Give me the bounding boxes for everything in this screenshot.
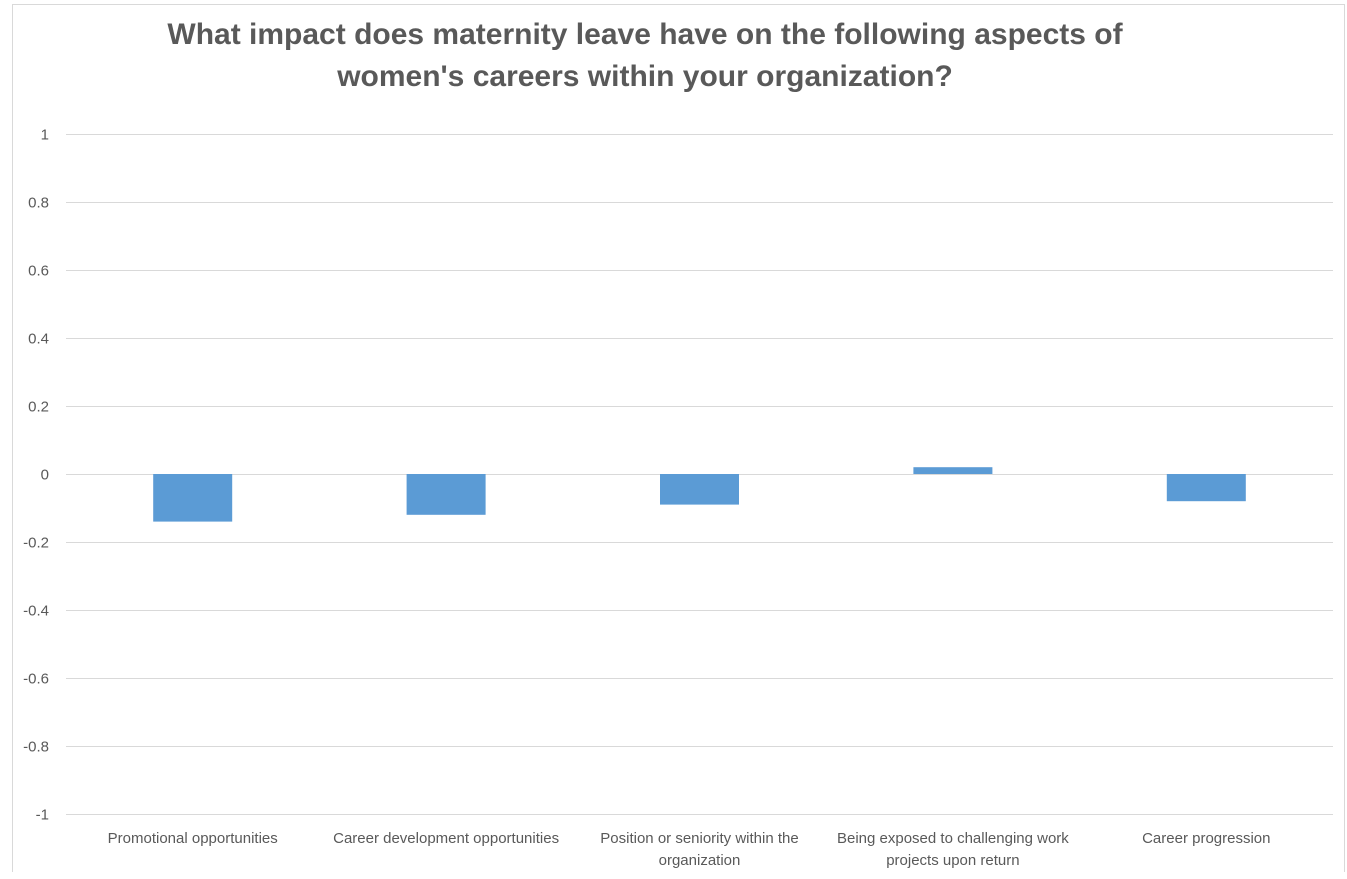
bar-2 [406,474,486,515]
y-tick-label: -0.8 [23,739,49,756]
y-tick-label: 0.4 [28,331,49,348]
y-tick-label: 0.8 [28,195,49,212]
y-axis-tick-labels: 1 0.8 0.6 0.4 0.2 0 -0.2 -0.4 -0.6 -0.8 -1 [23,127,49,824]
y-tick-label: -0.2 [23,535,49,552]
y-tick-label: 0.2 [28,399,49,416]
x-category-label: Position or seniority within the [600,830,798,847]
bar-3 [660,474,739,505]
y-tick-label: -0.4 [23,603,49,620]
x-category-label: Career progression [1142,830,1270,847]
x-category-label: Being exposed to challenging work [837,830,1069,847]
x-category-label: organization [659,852,741,869]
y-tick-label: -1 [36,807,49,824]
x-category-label: Career development opportunities [333,830,559,847]
x-category-label: projects upon return [886,852,1019,869]
y-tick-label: -0.6 [23,671,49,688]
x-axis-category-labels: Promotional opportunities Career developm… [108,830,1271,869]
y-tick-label: 1 [41,127,49,144]
bar-4 [913,467,993,474]
x-category-label: Promotional opportunities [108,830,278,847]
y-tick-label: 0.6 [28,263,49,280]
chart-frame [12,4,1345,872]
bars [153,467,1246,522]
chart-title-line-2: women's careers within your organization… [337,60,953,93]
y-tick-label: 0 [41,467,49,484]
bar-5 [1166,474,1246,502]
chart-title: What impact does maternity leave have on… [60,14,1230,98]
chart-title-line-1: What impact does maternity leave have on… [167,18,1123,51]
bar-1 [153,474,233,522]
